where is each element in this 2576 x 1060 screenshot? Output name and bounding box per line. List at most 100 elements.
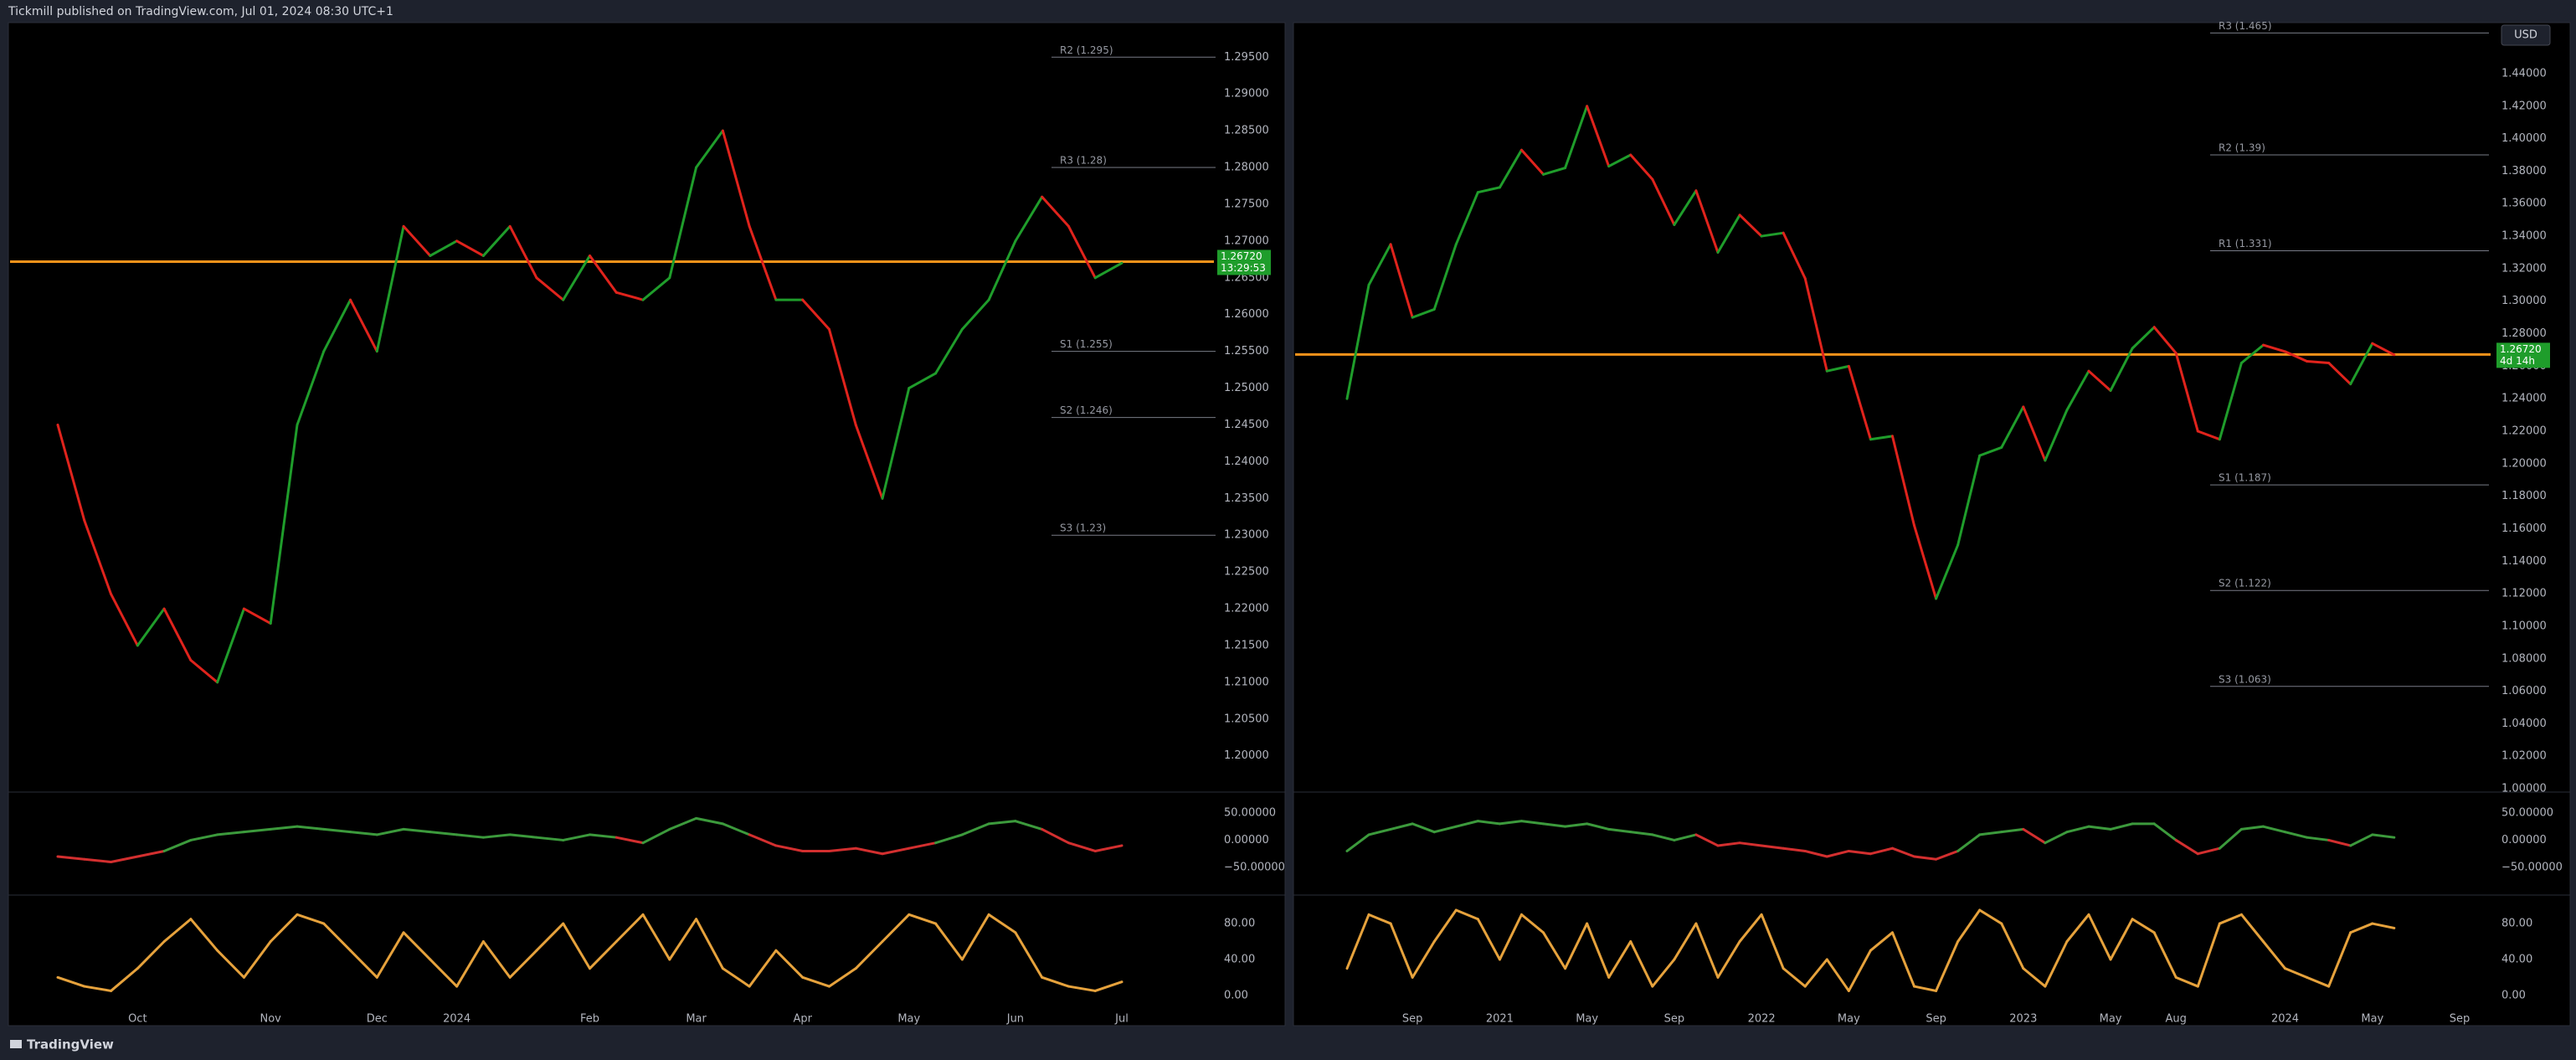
y-tick-label: 1.18000 — [2501, 490, 2547, 502]
data-segment — [827, 327, 857, 426]
data-segment — [2152, 822, 2178, 841]
data-segment — [1629, 940, 1654, 988]
data-segment — [721, 129, 751, 228]
y-tick-label: 1.32000 — [2501, 262, 2547, 275]
data-segment — [296, 913, 326, 925]
data-segment — [1519, 148, 1545, 176]
data-segment — [1607, 940, 1632, 979]
data-segment — [83, 985, 113, 992]
data-segment — [1093, 980, 1123, 992]
data-segment — [1738, 841, 1763, 847]
currency-button[interactable] — [2501, 24, 2551, 46]
data-segment — [136, 607, 166, 647]
last-price-box — [1217, 250, 1271, 275]
data-segment — [1869, 846, 1894, 856]
currency-label[interactable]: USD — [2514, 29, 2537, 42]
data-segment — [589, 254, 618, 294]
data-segment — [162, 607, 193, 662]
data-segment — [2022, 405, 2047, 462]
data-segment — [1432, 825, 1458, 834]
data-segment — [960, 913, 990, 961]
data-segment — [1041, 195, 1070, 228]
data-segment — [854, 940, 884, 970]
data-segment — [189, 833, 219, 841]
data-segment — [1803, 958, 1828, 988]
data-segment — [56, 975, 86, 988]
x-tick-label: 2022 — [1748, 1013, 1776, 1026]
data-segment — [589, 833, 618, 839]
data-segment — [2044, 409, 2069, 462]
data-segment — [2174, 975, 2199, 988]
data-segment — [1694, 189, 1720, 254]
left-panel — [8, 22, 1286, 1027]
y-tick-label: 1.24500 — [1224, 419, 1269, 431]
data-segment — [748, 949, 778, 988]
data-segment — [2022, 967, 2047, 988]
pane-tick-label: 80.00 — [2501, 918, 2532, 930]
data-segment — [1498, 820, 1523, 826]
data-segment — [1890, 846, 1916, 858]
y-tick-label: 1.20000 — [1224, 749, 1269, 762]
y-tick-label: 1.28000 — [1224, 162, 1269, 174]
pivot-label: R2 (1.295) — [1060, 44, 1113, 56]
data-segment — [2087, 825, 2112, 831]
data-segment — [535, 922, 565, 952]
data-segment — [562, 922, 591, 970]
data-segment — [1782, 967, 1807, 988]
x-tick-label: May — [1838, 1013, 1860, 1026]
data-segment — [136, 849, 166, 858]
data-segment — [1041, 827, 1070, 845]
pane-tick-label: −50.00000 — [1224, 862, 1285, 874]
data-segment — [774, 949, 805, 979]
x-tick-label: Jul — [1114, 1013, 1129, 1026]
y-tick-label: 1.00000 — [2501, 783, 2547, 795]
y-tick-label: 1.29500 — [1224, 51, 1269, 64]
pane-tick-label: 0.00000 — [2501, 834, 2547, 846]
x-tick-label: Apr — [793, 1013, 812, 1026]
data-segment — [827, 967, 857, 988]
data-segment — [2065, 825, 2090, 834]
data-segment — [2109, 918, 2134, 961]
data-segment — [2327, 931, 2352, 988]
x-tick-label: Nov — [260, 1013, 282, 1026]
data-segment — [614, 913, 645, 943]
y-tick-label: 1.27000 — [1224, 234, 1269, 247]
data-segment — [2196, 922, 2221, 988]
data-segment — [1825, 364, 1850, 373]
data-segment — [1651, 958, 1676, 988]
data-segment — [2000, 827, 2025, 834]
data-segment — [1760, 844, 1785, 850]
data-segment — [1978, 831, 2003, 836]
data-segment — [908, 841, 938, 850]
data-segment — [1694, 833, 1720, 847]
data-segment — [83, 519, 113, 595]
data-segment — [481, 224, 512, 257]
y-tick-label: 1.23500 — [1224, 492, 1269, 505]
data-segment — [695, 129, 724, 169]
data-segment — [2218, 827, 2243, 850]
y-tick-label: 1.06000 — [2501, 685, 2547, 697]
data-segment — [1869, 931, 1894, 952]
data-segment — [2284, 831, 2309, 839]
data-segment — [349, 949, 378, 979]
data-segment — [1913, 524, 1938, 600]
data-segment — [2327, 838, 2352, 847]
countdown-label: 4d 14h — [2500, 355, 2535, 367]
data-segment — [2349, 833, 2374, 847]
data-segment — [296, 825, 326, 831]
data-segment — [1093, 844, 1123, 852]
data-segment — [508, 224, 538, 280]
data-segment — [1542, 167, 1567, 176]
data-segment — [2044, 831, 2069, 845]
data-segment — [1067, 985, 1097, 992]
data-segment — [216, 831, 245, 836]
data-segment — [2261, 940, 2287, 970]
data-segment — [1586, 922, 1611, 979]
data-segment — [1564, 105, 1589, 170]
data-segment — [1629, 831, 1654, 836]
y-tick-label: 1.44000 — [2501, 67, 2547, 80]
data-segment — [1586, 822, 1611, 831]
pane-tick-label: 50.00000 — [1224, 806, 1276, 819]
data-segment — [801, 298, 830, 331]
data-segment — [1935, 849, 1960, 861]
